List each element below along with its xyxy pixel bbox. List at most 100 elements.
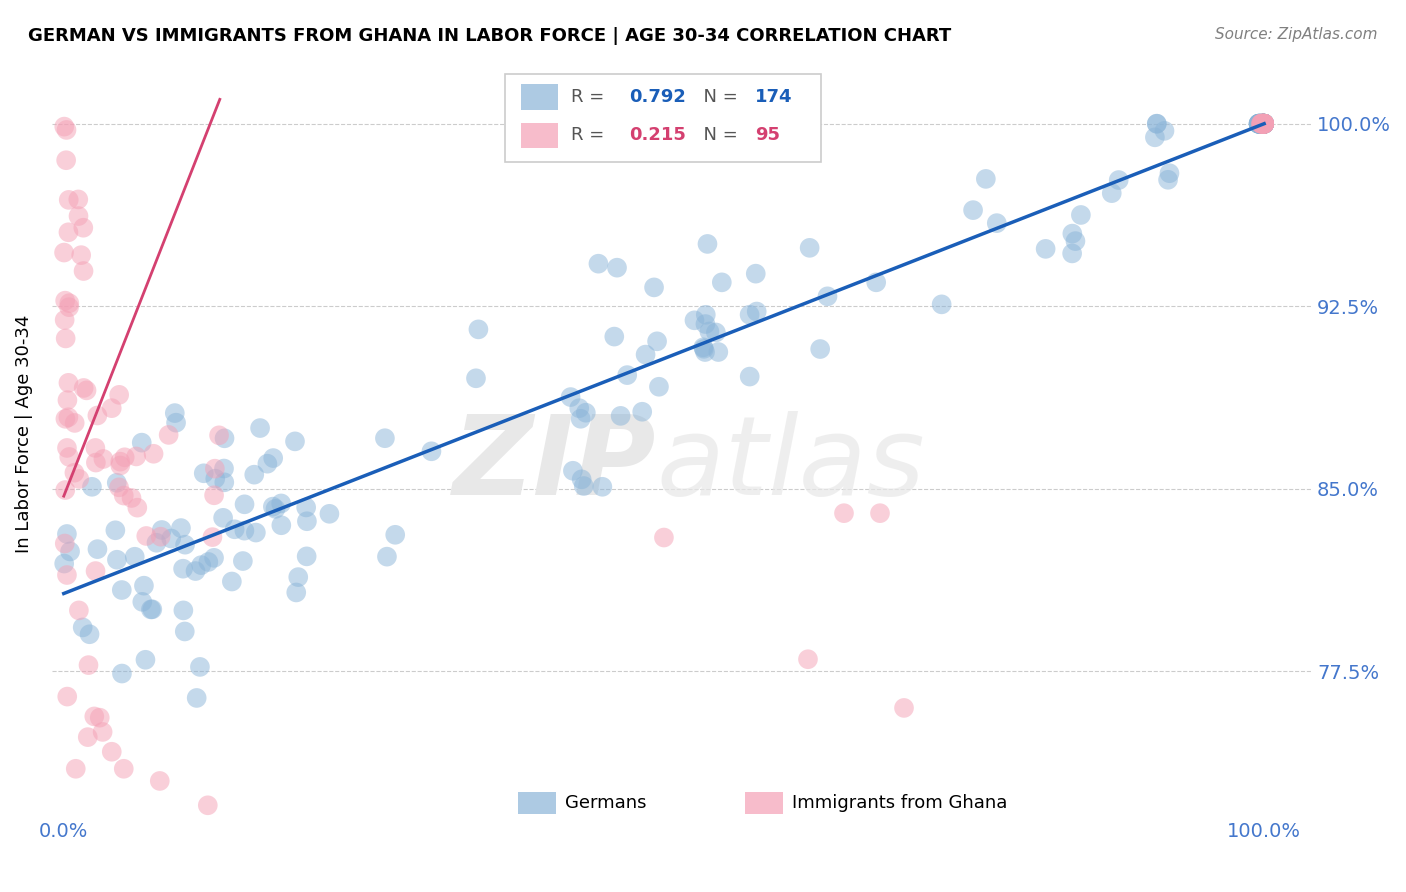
Point — [214, 475, 236, 490]
Point — [56, 527, 79, 541]
Point — [1250, 117, 1272, 131]
Point — [67, 603, 90, 617]
Point — [172, 603, 194, 617]
Point — [1253, 117, 1275, 131]
Point — [1157, 173, 1180, 187]
Point — [110, 455, 132, 469]
Point — [1253, 117, 1275, 131]
Point — [173, 624, 195, 639]
Point — [84, 564, 107, 578]
Point — [704, 326, 727, 340]
Point — [695, 308, 717, 322]
Point — [204, 461, 226, 475]
Point — [738, 308, 761, 322]
Point — [1101, 186, 1123, 201]
Point — [58, 193, 80, 207]
Point — [318, 507, 340, 521]
Point — [58, 450, 80, 464]
Point — [249, 421, 271, 435]
Point — [112, 762, 135, 776]
Point — [224, 522, 246, 536]
Point — [1146, 117, 1168, 131]
Point — [202, 550, 225, 565]
Point — [1108, 173, 1130, 187]
Point — [157, 428, 180, 442]
Point — [1249, 117, 1271, 131]
Point — [699, 325, 721, 339]
Text: Source: ZipAtlas.com: Source: ZipAtlas.com — [1215, 27, 1378, 42]
Point — [55, 412, 77, 426]
Point — [208, 428, 231, 442]
Point — [707, 345, 730, 359]
Text: 0.792: 0.792 — [628, 87, 686, 105]
Point — [295, 500, 318, 515]
Point — [797, 652, 820, 666]
Point — [962, 203, 984, 218]
Point — [1251, 117, 1274, 131]
Point — [1247, 117, 1270, 131]
Point — [1253, 117, 1275, 131]
Point — [1249, 117, 1271, 131]
Point — [568, 401, 591, 416]
Point — [1253, 117, 1275, 131]
Point — [65, 762, 87, 776]
Point — [212, 511, 235, 525]
Point — [1250, 117, 1272, 131]
Point — [695, 317, 717, 331]
Text: Immigrants from Ghana: Immigrants from Ghana — [792, 794, 1007, 812]
Point — [79, 627, 101, 641]
Point — [1250, 117, 1272, 131]
Text: ZIP: ZIP — [453, 411, 657, 518]
Point — [270, 496, 292, 510]
Point — [1250, 117, 1272, 131]
Point — [1251, 117, 1274, 131]
Point — [1249, 117, 1271, 131]
Point — [1250, 117, 1272, 131]
Point — [58, 410, 80, 425]
Point — [693, 345, 716, 359]
Point — [201, 530, 224, 544]
Point — [63, 466, 86, 480]
Point — [72, 220, 94, 235]
Point — [1062, 227, 1084, 241]
Point — [1250, 117, 1272, 131]
Point — [1064, 234, 1087, 248]
Point — [132, 579, 155, 593]
Point — [100, 401, 122, 416]
Text: GERMAN VS IMMIGRANTS FROM GHANA IN LABOR FORCE | AGE 30-34 CORRELATION CHART: GERMAN VS IMMIGRANTS FROM GHANA IN LABOR… — [28, 27, 952, 45]
Point — [67, 193, 90, 207]
Bar — [520, 123, 558, 148]
Point — [1253, 117, 1275, 131]
Point — [110, 458, 132, 473]
Point — [609, 409, 631, 423]
Point — [1251, 117, 1274, 131]
Point — [1247, 117, 1270, 131]
Point — [738, 369, 761, 384]
Point — [105, 552, 128, 566]
Point — [1253, 117, 1275, 131]
Point — [190, 558, 212, 573]
Point — [1253, 117, 1275, 131]
Point — [648, 380, 671, 394]
Point — [56, 568, 79, 582]
Point — [634, 348, 657, 362]
Point — [1249, 117, 1271, 131]
Point — [1253, 117, 1275, 131]
Point — [1251, 117, 1274, 131]
Point — [55, 153, 77, 168]
Point — [1253, 117, 1275, 131]
Point — [817, 289, 839, 303]
Point — [160, 532, 183, 546]
Point — [76, 384, 98, 398]
Point — [1253, 117, 1275, 131]
Point — [104, 523, 127, 537]
Point — [163, 406, 186, 420]
Point — [1247, 117, 1270, 131]
Point — [193, 467, 215, 481]
Point — [149, 530, 172, 544]
Point — [1253, 117, 1275, 131]
Point — [1253, 117, 1275, 131]
Point — [145, 535, 167, 549]
Point — [121, 491, 143, 505]
Point — [287, 570, 309, 584]
